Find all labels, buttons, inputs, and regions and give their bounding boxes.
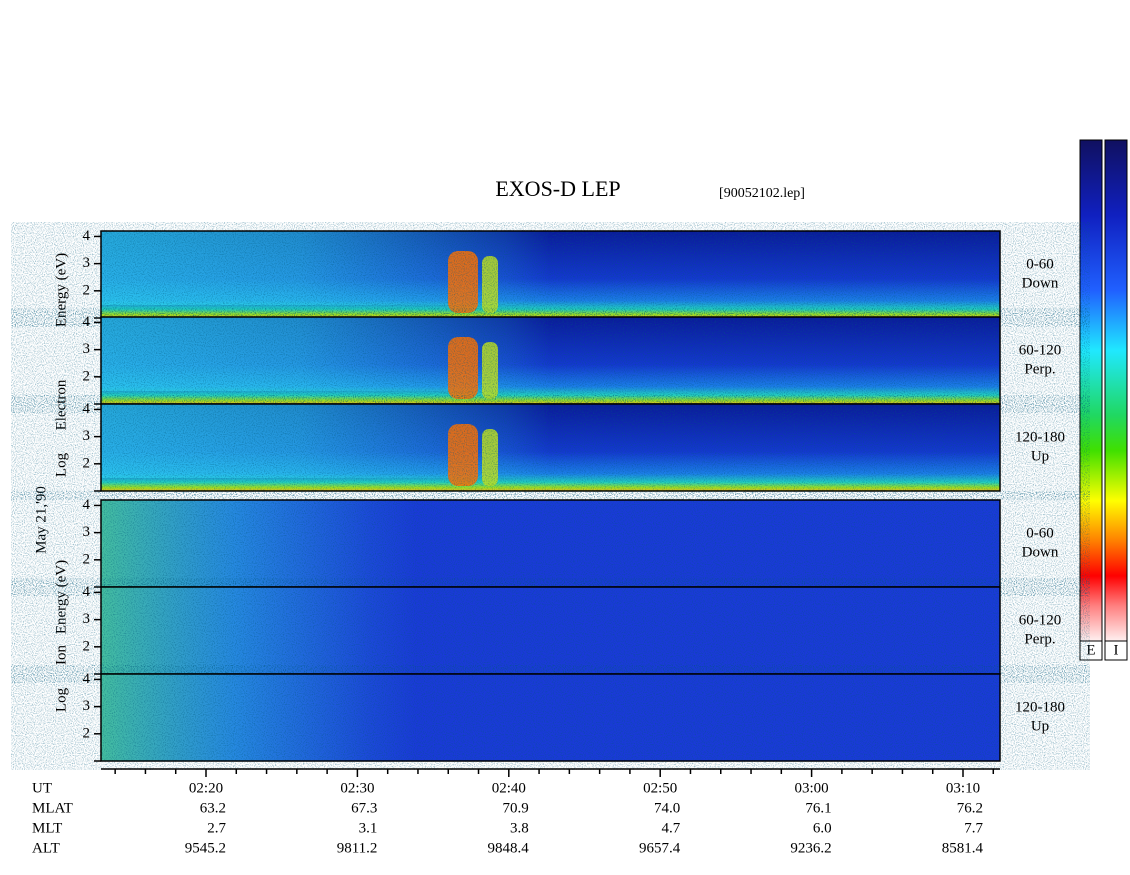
panel-frame (100, 673, 1001, 762)
date-label: May 21,'90 (33, 486, 49, 554)
colorbar (1079, 139, 1103, 642)
y-tick-label: 2 (83, 455, 91, 471)
y-tick-label: 3 (83, 341, 91, 357)
panel-label: Up (1031, 448, 1049, 464)
y-tick-label: 4 (83, 228, 91, 244)
axis-word: Log (53, 452, 69, 477)
y-tick-label: 3 (83, 611, 91, 627)
y-tick-label: 2 (83, 551, 91, 567)
axis-word: Ion (53, 645, 69, 665)
y-tick-label: 3 (83, 524, 91, 540)
y-tick-label: 4 (83, 497, 91, 513)
table-cell: 67.3 (351, 800, 377, 816)
axis-word: Log (53, 687, 69, 712)
table-cell: 8581.4 (942, 840, 984, 856)
panel-label: 60-120 (1019, 342, 1062, 358)
panel-label: Down (1022, 275, 1059, 291)
spectrogram-noise (101, 404, 1000, 491)
row-label: UT (32, 780, 52, 796)
colorbar-label: I (1114, 642, 1119, 658)
y-tick-label: 3 (83, 698, 91, 714)
spectrogram-noise (101, 674, 1000, 761)
table-cell: 7.7 (964, 820, 983, 836)
row-label: MLAT (32, 800, 73, 816)
table-cell: 9236.2 (790, 840, 831, 856)
table-cell: 03:00 (795, 780, 829, 796)
panel-label: 0-60 (1026, 525, 1054, 541)
axis-word: Energy (eV) (53, 253, 69, 327)
table-cell: 4.7 (661, 820, 680, 836)
panel-label: Up (1031, 718, 1049, 734)
y-tick-label: 2 (83, 282, 91, 298)
axis-word: Electron (53, 379, 69, 430)
y-tick-label: 2 (83, 725, 91, 741)
y-tick-label: 2 (83, 368, 91, 384)
row-label: MLT (32, 820, 62, 836)
panel-label: Down (1022, 544, 1059, 560)
panel-label: 120-180 (1015, 429, 1065, 445)
table-cell: 6.0 (813, 820, 832, 836)
spectrogram-noise (101, 587, 1000, 674)
table-cell: 02:40 (492, 780, 526, 796)
colorbar-label-box (1104, 640, 1128, 661)
table-cell: 9657.4 (639, 840, 681, 856)
table-cell: 02:20 (189, 780, 223, 796)
table-cell: 70.9 (503, 800, 529, 816)
table-cell: 2.7 (207, 820, 226, 836)
axis-word: Energy (eV) (53, 560, 69, 634)
table-cell: 9811.2 (337, 840, 378, 856)
table-cell: 63.2 (200, 800, 226, 816)
row-label: ALT (32, 840, 60, 856)
y-tick-label: 3 (83, 255, 91, 271)
table-cell: 76.2 (957, 800, 983, 816)
y-tick-label: 4 (83, 314, 91, 330)
spectrogram-noise (101, 317, 1000, 404)
panel-label: 0-60 (1026, 256, 1054, 272)
y-tick-label: 4 (83, 671, 91, 687)
panel-label: Perp. (1024, 631, 1055, 647)
table-cell: 9545.2 (185, 840, 226, 856)
table-cell: 74.0 (654, 800, 680, 816)
y-tick-label: 2 (83, 638, 91, 654)
y-tick-label: 3 (83, 428, 91, 444)
colorbar-label-box (1079, 640, 1103, 661)
table-cell: 76.1 (805, 800, 831, 816)
spectrogram-noise (101, 500, 1000, 587)
panel-frame (100, 403, 1001, 492)
table-cell: 9848.4 (488, 840, 530, 856)
table-cell: 3.1 (359, 820, 378, 836)
table-cell: 02:30 (340, 780, 374, 796)
file-name: [90052102.lep] (719, 186, 805, 201)
panel-label: 60-120 (1019, 612, 1062, 628)
y-tick-label: 4 (83, 584, 91, 600)
colorbar-label: E (1086, 642, 1095, 658)
table-cell: 3.8 (510, 820, 529, 836)
colorbar (1104, 139, 1128, 642)
table-cell: 03:10 (946, 780, 980, 796)
spectrogram-noise (101, 231, 1000, 318)
y-tick-label: 4 (83, 401, 91, 417)
panel-label: Perp. (1024, 361, 1055, 377)
table-cell: 02:50 (643, 780, 677, 796)
title: EXOS-D LEP (495, 176, 620, 201)
panel-label: 120-180 (1015, 699, 1065, 715)
